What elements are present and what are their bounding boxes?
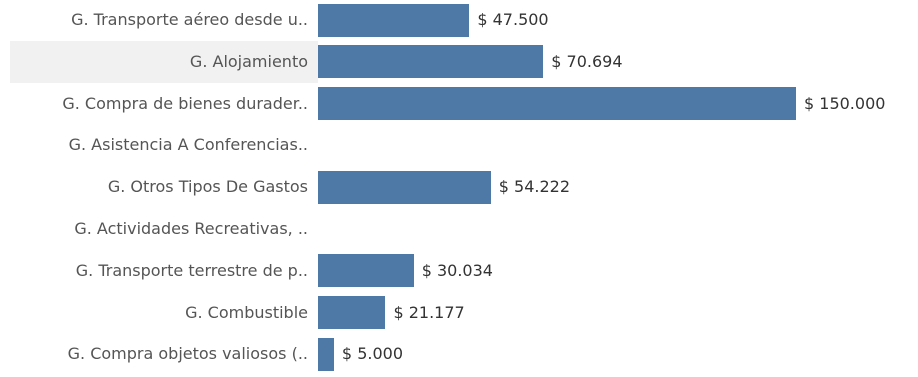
category-label: G. Compra de bienes durader.. (62, 93, 308, 113)
bar-value-label: $ 5.000 (341, 344, 403, 364)
bar[interactable] (318, 45, 544, 79)
category-label: G. Alojamiento (189, 51, 308, 71)
bar-value-label: $ 47.500 (477, 10, 549, 29)
bar[interactable] (318, 337, 334, 371)
category-label: G. Asistencia A Conferencias.. (68, 135, 308, 155)
bar[interactable] (318, 3, 470, 37)
bar-value-label: $ 150.000 (804, 93, 886, 113)
bar[interactable] (318, 254, 414, 288)
category-label: G. Transporte aéreo desde u.. (71, 10, 308, 29)
bar-value-label: $ 54.222 (498, 177, 571, 197)
category-label: G. Actividades Recreativas, .. (74, 219, 308, 238)
category-label: G. Transporte terrestre de p.. (75, 260, 308, 280)
bar-value-label: $ 21.177 (393, 302, 465, 322)
category-label: G. Compra objetos valiosos (.. (67, 344, 308, 364)
bar[interactable] (318, 296, 386, 330)
category-label: G. Combustible (185, 302, 308, 322)
bar-value-label: $ 70.694 (551, 51, 623, 71)
bar-value-label: $ 30.034 (421, 260, 493, 280)
category-label: G. Otros Tipos De Gastos (107, 177, 308, 197)
bar[interactable] (318, 170, 491, 204)
highlighted-row (10, 40, 318, 83)
bar[interactable] (318, 87, 796, 121)
